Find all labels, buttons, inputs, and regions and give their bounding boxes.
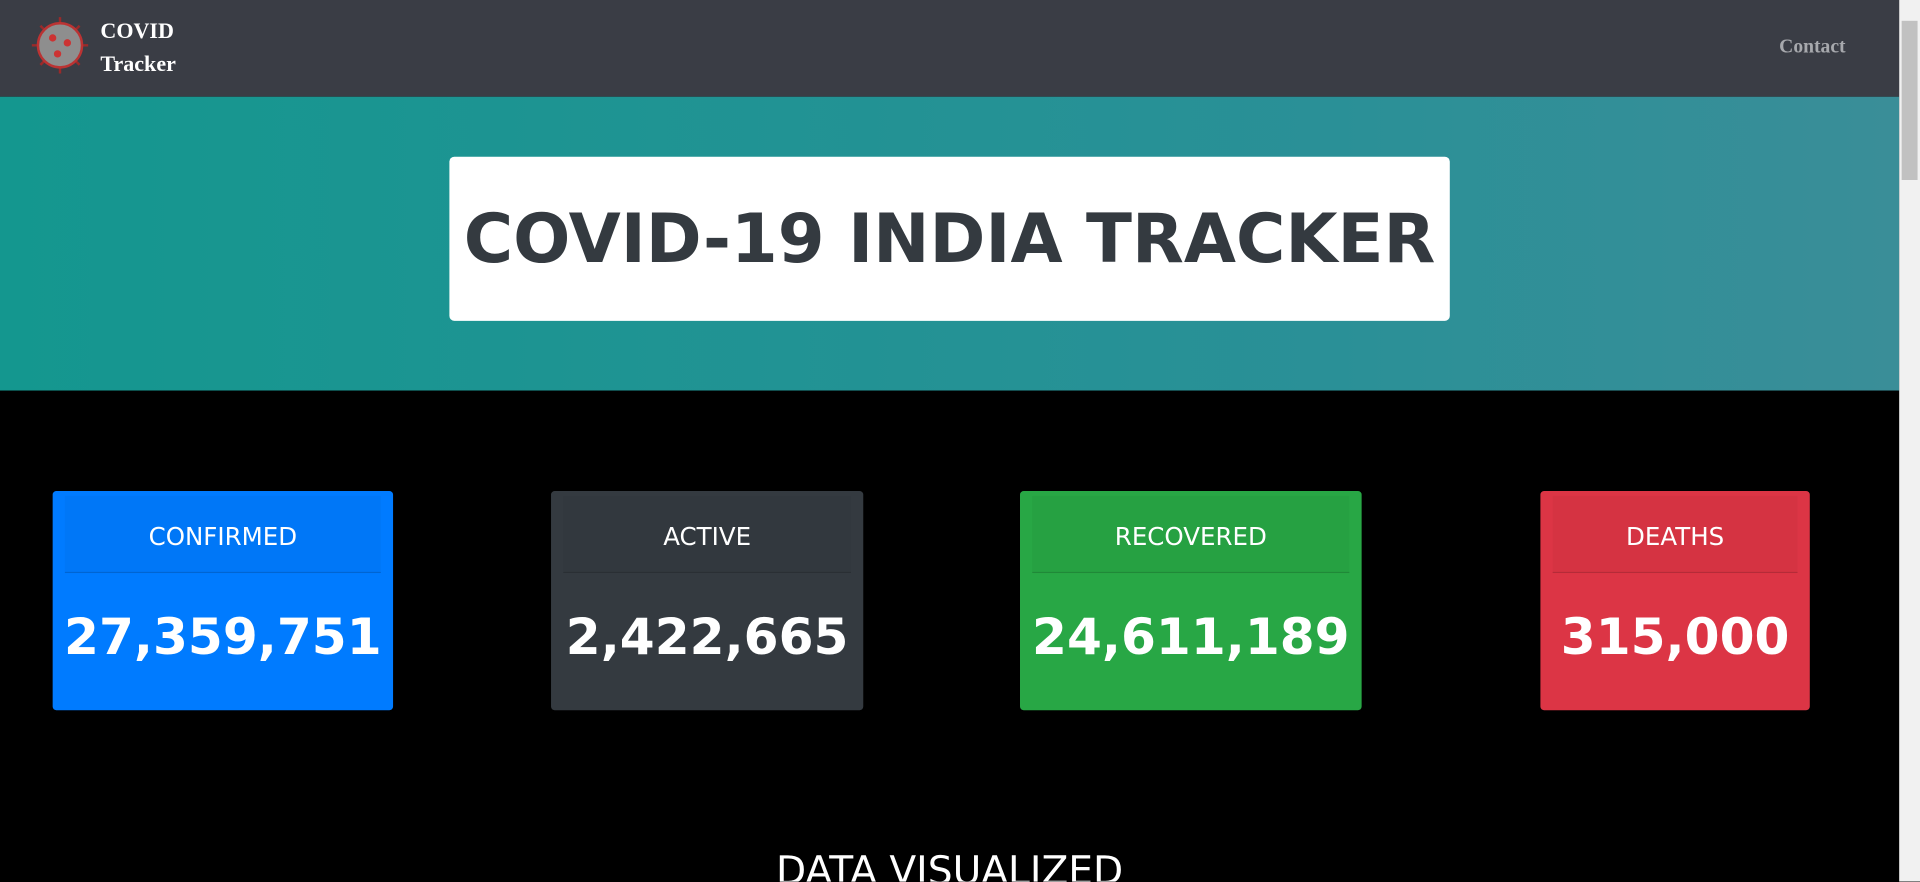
stat-card: RECOVERED 24,611,189 [1020, 491, 1362, 711]
hero-title: COVID-19 INDIA TRACKER [463, 199, 1436, 278]
card-value: 27,359,751 [64, 607, 382, 667]
section-title: DATA VISUALIZED [775, 847, 1124, 882]
stat-card: ACTIVE 2,422,665 [551, 491, 864, 711]
card-label: RECOVERED [1032, 496, 1350, 574]
card-value: 24,611,189 [1032, 607, 1350, 667]
brand-line[interactable]: COVID [100, 18, 174, 43]
card-value: 315,000 [1560, 607, 1790, 667]
stat-card: CONFIRMED 27,359,751 [52, 491, 394, 711]
stat-card: DEATHS 315,000 [1540, 491, 1810, 711]
scrollbar-thumb[interactable] [1901, 20, 1918, 181]
brand-line[interactable]: Tracker [100, 51, 176, 76]
card-label: DEATHS [1552, 496, 1798, 574]
navbar: COVID Tracker Contact [0, 0, 1900, 97]
title-box: COVID-19 INDIA TRACKER [449, 156, 1450, 321]
stats-section: CONFIRMED 27,359,751 ACTIVE 2,422,665 RE… [0, 390, 1900, 882]
logo[interactable] [31, 16, 90, 75]
nav-link[interactable]: Contact [1779, 36, 1846, 58]
hero: COVID-19 INDIA TRACKER [0, 96, 1900, 391]
scrollbar[interactable] [1899, 0, 1920, 882]
card-label: ACTIVE [563, 496, 852, 574]
card-value: 2,422,665 [565, 607, 849, 667]
card-label: CONFIRMED [64, 496, 381, 574]
